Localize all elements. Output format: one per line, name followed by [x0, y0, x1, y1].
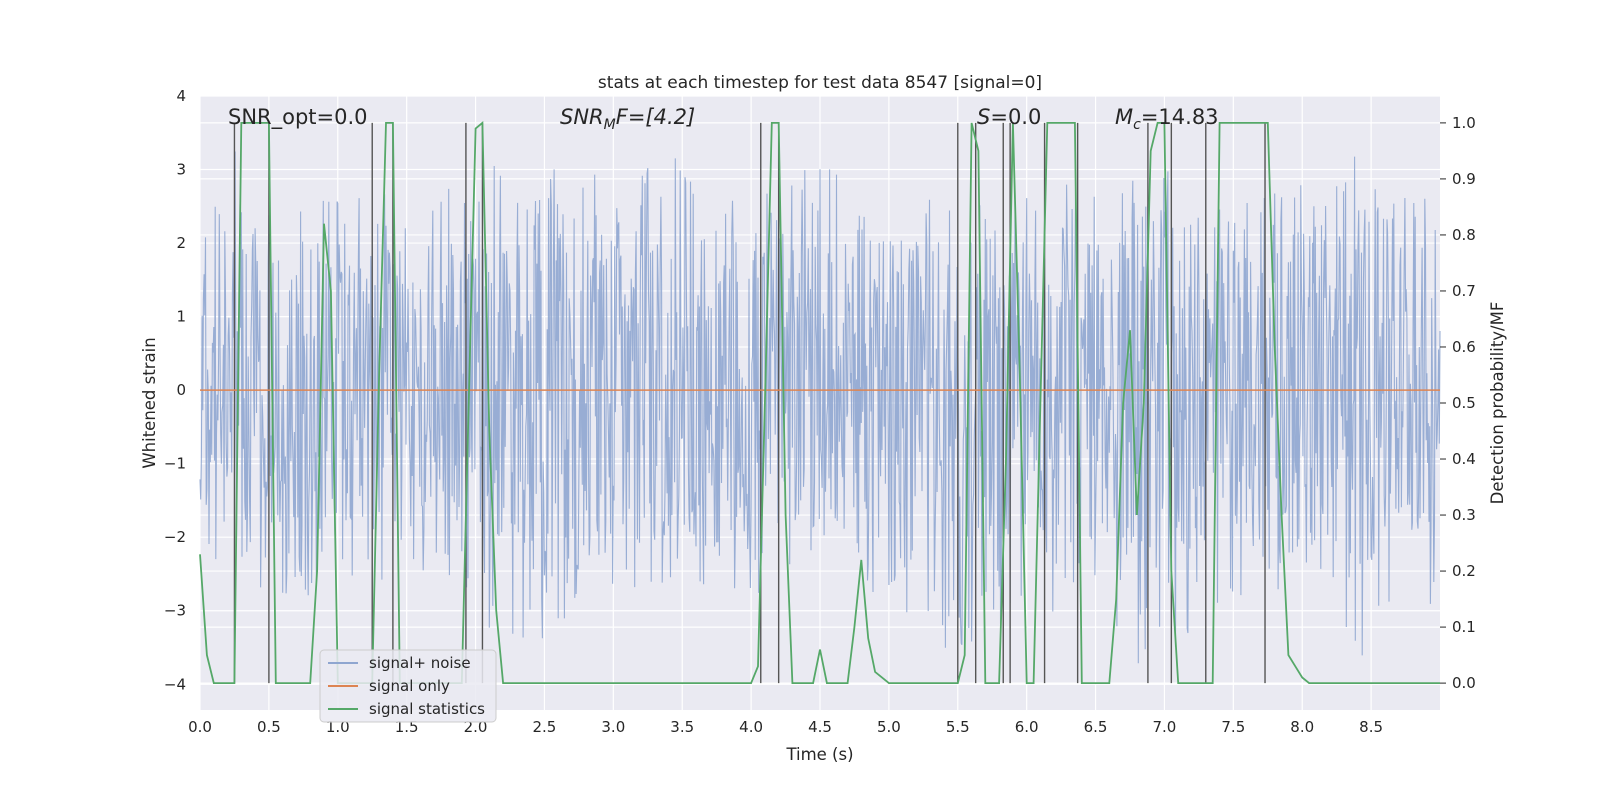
y-tick-label-right: 0.3 — [1452, 506, 1476, 524]
y-tick-label-left: −4 — [164, 675, 186, 693]
y-ticks-left: −4 −3 −2 −1 0 1 2 3 4 — [164, 87, 186, 693]
x-ticks: 0.0 0.5 1.0 1.5 2.0 2.5 3.0 3.5 4.0 4.5 5.0 5.5 6.0 6… — [188, 718, 1383, 736]
y-tick-label-right: 0.6 — [1452, 338, 1476, 356]
y-tick-label-left: −2 — [164, 528, 186, 546]
y-tick-label-right: 0.0 — [1452, 674, 1476, 692]
y-tick-label-right: 0.1 — [1452, 618, 1476, 636]
x-axis-title: Time (s) — [785, 745, 853, 764]
y-tick-label-right: 1.0 — [1452, 114, 1476, 132]
x-tick-label: 3.5 — [670, 718, 694, 736]
x-tick-label: 4.0 — [739, 718, 763, 736]
y-tick-label-left: 2 — [176, 234, 186, 252]
annotation-snr-opt: SNR_opt=0.0 — [228, 105, 368, 130]
signal-noise-line — [199, 151, 1441, 664]
chart-title: stats at each timestep for test data 854… — [598, 73, 1042, 93]
y-tick-label-right: 0.4 — [1452, 450, 1476, 468]
y-tick-label-right: 0.5 — [1452, 394, 1476, 412]
y-tick-label-left: 0 — [176, 381, 186, 399]
x-tick-label: 8.0 — [1290, 718, 1314, 736]
x-tick-label: 4.5 — [808, 718, 832, 736]
x-tick-label: 0.0 — [188, 718, 212, 736]
x-tick-label: 7.0 — [1153, 718, 1177, 736]
x-tick-label: 3.0 — [601, 718, 625, 736]
y-tick-label-left: −3 — [164, 602, 186, 620]
legend-label-signal-noise: signal+ noise — [369, 654, 471, 672]
annotation-s: S=0.0 — [977, 105, 1041, 129]
y-ticks-right: 0.0 0.1 0.2 0.3 0.4 0.5 0.6 0.7 0.8 0.9 1.0 — [1440, 114, 1476, 692]
legend-label-signal-only: signal only — [369, 677, 450, 695]
x-tick-label: 5.5 — [946, 718, 970, 736]
y-axis-title-left: Whitened strain — [140, 337, 159, 468]
legend: signal+ noise signal only signal statist… — [319, 649, 497, 723]
vertical-markers — [233, 122, 1266, 684]
y-tick-label-right: 0.7 — [1452, 282, 1476, 300]
x-tick-label: 0.5 — [257, 718, 281, 736]
y-tick-label-left: −1 — [164, 455, 186, 473]
x-tick-label: 6.5 — [1084, 718, 1108, 736]
x-tick-label: 8.5 — [1359, 718, 1383, 736]
y-tick-label-right: 0.2 — [1452, 562, 1476, 580]
y-axis-title-right: Detection probability/MF — [1488, 302, 1507, 505]
y-tick-label-left: 3 — [176, 161, 186, 179]
x-tick-label: 7.5 — [1221, 718, 1245, 736]
y-tick-label-left: 1 — [176, 308, 186, 326]
series-signal-noise — [199, 151, 1441, 664]
y-tick-label-left: 4 — [176, 87, 186, 105]
annotation-snr-mf: SNRMF=[4.2] — [560, 105, 695, 133]
legend-label-signal-statistics: signal statistics — [369, 700, 485, 718]
x-tick-label: 6.0 — [1015, 718, 1039, 736]
x-tick-label: 5.0 — [877, 718, 901, 736]
y-tick-label-right: 0.8 — [1452, 226, 1476, 244]
y-tick-label-right: 0.9 — [1452, 170, 1476, 188]
annotation-mc: Mc=14.83 — [1115, 105, 1219, 133]
x-tick-label: 2.5 — [533, 718, 557, 736]
legend-box — [319, 649, 497, 723]
